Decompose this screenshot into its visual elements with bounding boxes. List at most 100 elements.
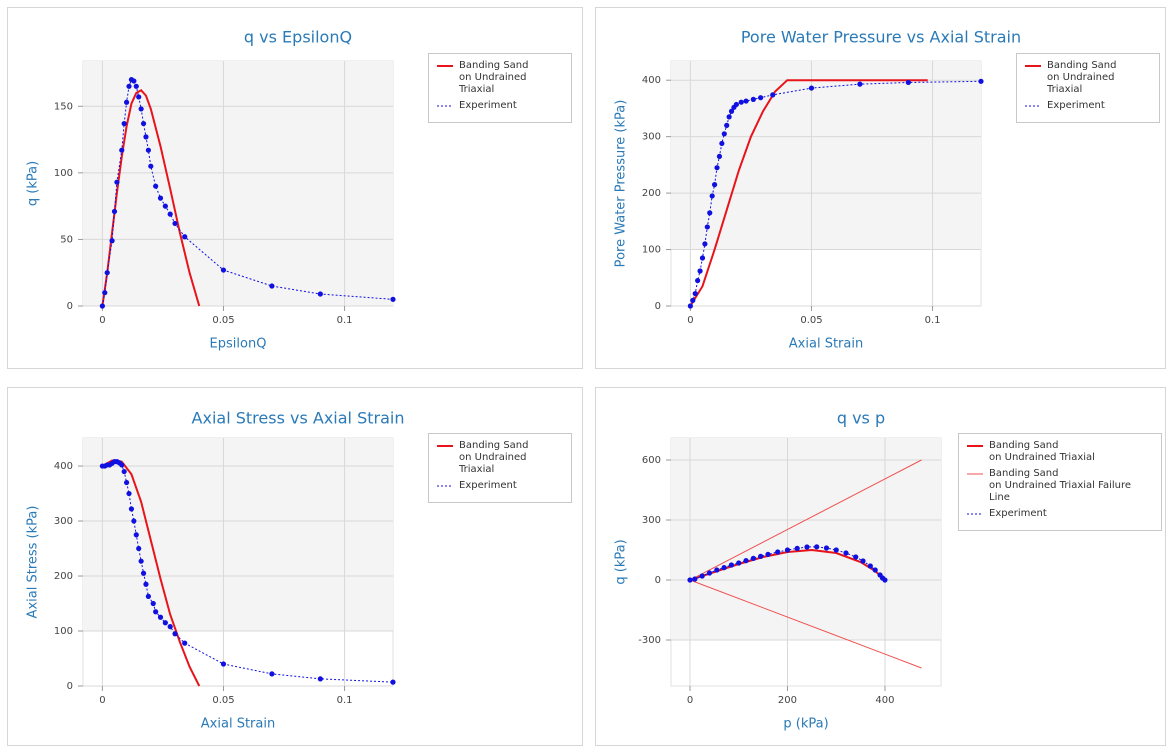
- legend-entry: Banding Sand on Undrained Triaxial: [437, 440, 563, 476]
- data-point: [114, 179, 120, 185]
- legend-label: Banding Sand on Undrained Triaxial: [459, 60, 529, 95]
- data-point: [872, 567, 878, 573]
- y-tick-label: 0: [655, 301, 661, 312]
- data-point: [784, 547, 791, 553]
- data-point: [702, 241, 708, 247]
- data-point: [770, 92, 776, 98]
- data-point: [131, 78, 137, 84]
- data-point: [111, 208, 118, 215]
- data-point: [123, 99, 130, 105]
- data-point: [857, 81, 863, 87]
- legend-entry: Experiment: [437, 480, 563, 492]
- data-point: [706, 570, 713, 576]
- x-tick-label: 0: [99, 695, 105, 706]
- data-point: [736, 560, 742, 566]
- data-point: [102, 290, 108, 296]
- legend-swatch: [967, 513, 983, 515]
- data-point: [721, 131, 727, 137]
- data-point: [728, 108, 735, 114]
- legend: Banding Sand on Undrained Triaxial Experi…: [1016, 53, 1160, 123]
- legend-entry: Banding Sand on Undrained Triaxial: [437, 60, 563, 96]
- data-point: [157, 614, 164, 620]
- series-line: [689, 79, 928, 307]
- y-tick-label: 0: [67, 301, 73, 312]
- data-point: [220, 267, 227, 273]
- y-tick-label: 300: [54, 516, 73, 527]
- x-tick-label: 0.1: [337, 315, 353, 326]
- chart: 0 50 100 150 0 0.05 0.1 q vs EpsilonQ EpsilonQ q …: [26, 28, 396, 352]
- band: [671, 61, 981, 137]
- data-point: [860, 558, 866, 564]
- legend-swatch: [1025, 105, 1041, 107]
- data-point: [150, 600, 156, 607]
- x-tick-label: 0: [687, 315, 693, 326]
- y-axis-title: Pore Water Pressure (kPa): [614, 100, 629, 268]
- y-axis-title: q (kPa): [26, 161, 41, 206]
- x-axis-title: Axial Strain: [201, 717, 275, 732]
- legend-label: Experiment: [459, 100, 517, 111]
- data-point: [182, 234, 188, 240]
- data-point: [726, 114, 732, 120]
- data-point: [804, 544, 810, 550]
- data-point: [162, 203, 168, 209]
- data-point: [126, 83, 132, 89]
- data-point: [711, 182, 718, 188]
- data-point: [99, 303, 105, 309]
- data-point: [138, 558, 144, 564]
- legend-label: Banding Sand on Undrained Triaxial Failu…: [989, 468, 1132, 503]
- data-point: [145, 593, 151, 599]
- legend-entry: Banding Sand on Undrained Triaxial: [967, 440, 1153, 464]
- data-point: [157, 195, 164, 201]
- data-point: [153, 183, 159, 189]
- x-tick-label: 0.05: [212, 315, 234, 326]
- chart-title: Axial Stress vs Axial Strain: [192, 409, 405, 428]
- data-point: [317, 291, 323, 297]
- legend-swatch: [437, 445, 453, 447]
- legend: Banding Sand on Undrained Triaxial Experi…: [428, 53, 572, 123]
- x-tick-label: 0: [99, 315, 105, 326]
- legend-label: Banding Sand on Undrained Triaxial: [459, 440, 529, 475]
- data-point: [143, 581, 149, 587]
- data-point: [692, 576, 698, 582]
- data-point: [775, 549, 781, 555]
- y-tick-label: 600: [642, 455, 661, 466]
- data-point: [692, 290, 698, 297]
- y-tick-label: 300: [642, 132, 661, 143]
- legend-label: Experiment: [989, 508, 1047, 519]
- band: [83, 438, 393, 522]
- data-point: [721, 565, 727, 571]
- data-point: [695, 277, 701, 284]
- legend-entry: Experiment: [967, 508, 1153, 520]
- y-axis-title: q (kPa): [614, 539, 629, 584]
- legend-swatch: [437, 105, 453, 107]
- x-axis-title: p (kPa): [783, 717, 828, 732]
- y-tick-label: 400: [54, 461, 73, 472]
- data-point: [704, 224, 710, 230]
- data-point: [733, 101, 739, 108]
- legend-swatch: [437, 485, 453, 487]
- data-point: [390, 679, 396, 685]
- legend-swatch: [967, 473, 983, 475]
- chart-panel: 0 100 200 300 400 0 0.05 0.1 Axial Stress vs Axi…: [7, 387, 583, 746]
- data-point: [390, 296, 396, 302]
- chart-panel: 0 50 100 150 0 0.05 0.1 q vs EpsilonQ EpsilonQ q …: [7, 7, 583, 369]
- data-point: [269, 283, 275, 289]
- data-point: [794, 545, 800, 551]
- data-point: [978, 78, 984, 84]
- legend-label: Banding Sand on Undrained Triaxial: [989, 440, 1095, 463]
- data-point: [743, 98, 749, 104]
- data-point: [138, 106, 144, 112]
- data-point: [758, 553, 764, 559]
- data-point: [148, 163, 154, 169]
- data-point: [104, 270, 110, 276]
- data-point: [758, 95, 764, 101]
- y-tick-label: 0: [67, 681, 73, 692]
- y-tick-label: -300: [638, 635, 661, 646]
- data-point: [882, 577, 888, 583]
- legend-swatch: [967, 445, 983, 447]
- data-point: [709, 193, 715, 199]
- chart-title: q vs p: [837, 409, 885, 428]
- x-tick-label: 0: [687, 695, 693, 706]
- data-point: [172, 631, 178, 637]
- x-tick-label: 0.05: [800, 315, 822, 326]
